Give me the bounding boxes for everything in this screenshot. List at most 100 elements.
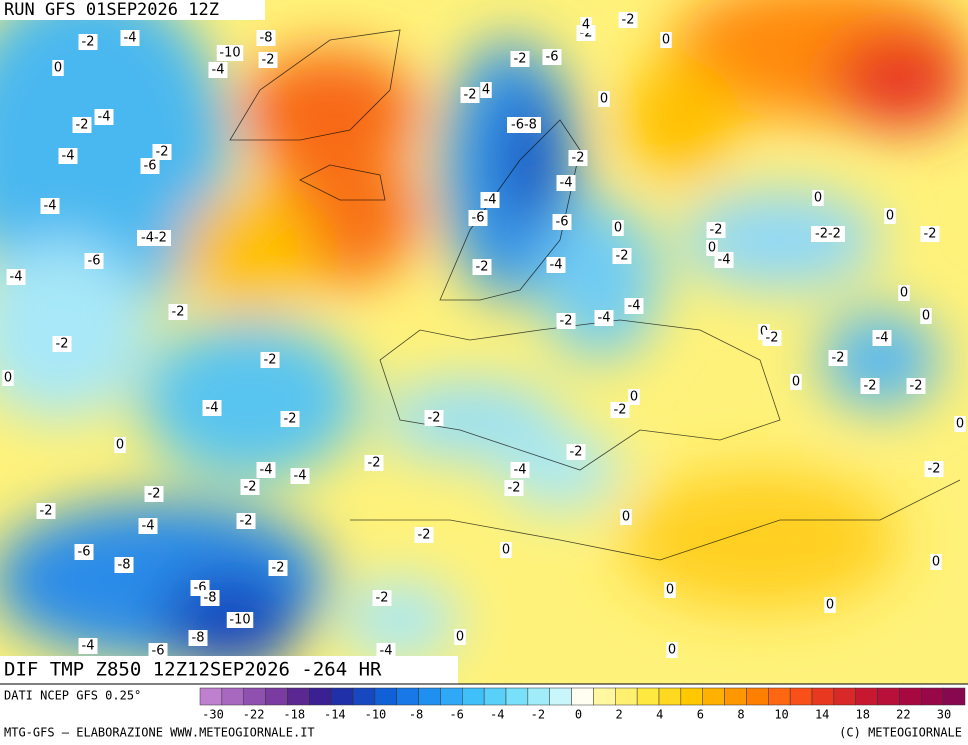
contour-label: -2 — [264, 353, 277, 368]
contour-label: -4-2 — [141, 231, 167, 246]
contour-label-bg — [507, 117, 541, 133]
contour-label: -2 — [832, 351, 845, 366]
contour-label-bg — [226, 612, 254, 628]
contour-label: -4 — [876, 331, 889, 346]
contour-label: 0 — [814, 191, 822, 206]
colorbar: -30 -22 -18 -14 -10 -8 -6 -4 -2 0 2 4 6 8 10 14 18 22 30 — [199, 687, 966, 722]
contour-label: -4 — [718, 253, 731, 268]
contour-label-bg — [624, 298, 644, 314]
contour-label: -4 — [10, 270, 23, 285]
contour-label-bg — [510, 462, 530, 478]
contour-label: -2 — [476, 260, 489, 275]
contour-label-bg — [568, 150, 588, 166]
contour-label: -6 — [152, 644, 165, 659]
contour-label-bg — [454, 629, 466, 645]
contour-label-bg — [610, 402, 630, 418]
colorbar-label: -30 — [202, 708, 224, 722]
colorbar-swatch — [877, 687, 900, 706]
colorbar-label: -14 — [324, 708, 346, 722]
contour-label: -10 — [229, 613, 250, 628]
contour-label-bg — [884, 208, 896, 224]
colorbar-swatch — [833, 687, 856, 706]
contour-label: -4 — [82, 639, 95, 654]
contour-label: -2 — [76, 118, 89, 133]
contour-label-bg — [898, 285, 910, 301]
contour-label-bg — [290, 468, 310, 484]
contour-label: -2 — [148, 487, 161, 502]
colorbar-label: 30 — [937, 708, 951, 722]
contour-label-bg — [364, 455, 384, 471]
contour-label-bg — [120, 30, 140, 46]
credit-label: MTG-GFS — ELABORAZIONE WWW.METEOGIORNALE… — [4, 726, 315, 740]
contour-label: 0 — [502, 543, 510, 558]
contour-label: 0 — [708, 241, 716, 256]
contour-label: -2 — [56, 337, 69, 352]
contour-label-bg — [414, 527, 434, 543]
contour-label-bg — [140, 158, 160, 174]
colorbar-swatch — [702, 687, 725, 706]
copyright-label: (C) METEOGIORNALE — [839, 726, 962, 740]
colorbar-swatch — [789, 687, 813, 706]
contour-label-bg — [472, 259, 492, 275]
contour-labels: -2 -40-10-8-4-2-2-4-4 -2-6-4-4-2-6-4-2-20-… — [2, 12, 966, 659]
contour-label-bg — [468, 210, 488, 226]
colorbar-swatch — [658, 687, 682, 706]
run-box — [0, 0, 265, 20]
contour-label: -4 — [62, 149, 75, 164]
contour-label: 4 — [582, 18, 590, 33]
contour-label-bg — [542, 49, 562, 65]
contour-label: 0 — [54, 61, 62, 76]
contour-label: -6 — [144, 159, 157, 174]
colorbar-label: -4 — [490, 708, 504, 722]
contour-label: -6 — [556, 215, 569, 230]
contour-label: -4 — [124, 31, 137, 46]
contour-label: -2 — [560, 314, 573, 329]
colorbar-swatch — [615, 687, 638, 706]
contour-label-bg — [762, 330, 782, 346]
colorbar-swatch — [287, 687, 310, 706]
contour-label-bg — [74, 544, 94, 560]
contour-label-bg — [628, 389, 640, 405]
contour-label-bg — [148, 643, 168, 659]
colorbar-label: 2 — [615, 708, 622, 722]
contour-label-bg — [6, 269, 26, 285]
contour-label-bg — [660, 32, 672, 48]
contour-label: 0 — [622, 510, 630, 525]
contour-label-bg — [78, 638, 98, 654]
colorbar-label: 4 — [656, 708, 663, 722]
colorbar-swatch — [746, 687, 769, 706]
contour-label-bg — [256, 462, 276, 478]
contour-label: 0 — [666, 583, 674, 598]
contour-label: -4 — [142, 519, 155, 534]
contour-label-bg — [40, 198, 60, 214]
contour-label: 0 — [116, 438, 124, 453]
colorbar-swatch — [396, 687, 419, 706]
contour-label-bg — [268, 560, 288, 576]
contour-label: -2 — [710, 223, 723, 238]
contour-label: 0 — [932, 555, 940, 570]
colorbar-swatch — [330, 687, 354, 706]
contour-label-bg — [84, 253, 104, 269]
map-field — [0, 0, 968, 684]
contour-label-bg — [2, 370, 14, 386]
colorbar-swatch — [942, 687, 966, 706]
colorbar-label: 10 — [774, 708, 788, 722]
contour-label-bg — [200, 590, 220, 606]
contour-label-bg — [480, 82, 492, 98]
colorbar-swatch — [243, 687, 266, 706]
contour-label: -4 — [260, 463, 273, 478]
contour-label: 0 — [456, 630, 464, 645]
colorbar-swatch — [549, 687, 572, 706]
contour-label: -2 — [284, 412, 297, 427]
contour-label: -4 — [598, 311, 611, 326]
contour-label-bg — [500, 542, 512, 558]
contour-label: -2 — [614, 403, 627, 418]
contour-label-bg — [924, 461, 944, 477]
colorbar-swatch — [483, 687, 507, 706]
contour-label: 0 — [668, 643, 676, 658]
contour-label: -2 — [910, 379, 923, 394]
contour-label: 0 — [956, 417, 964, 432]
contour-label-bg — [208, 62, 228, 78]
contour-label: 0 — [600, 92, 608, 107]
